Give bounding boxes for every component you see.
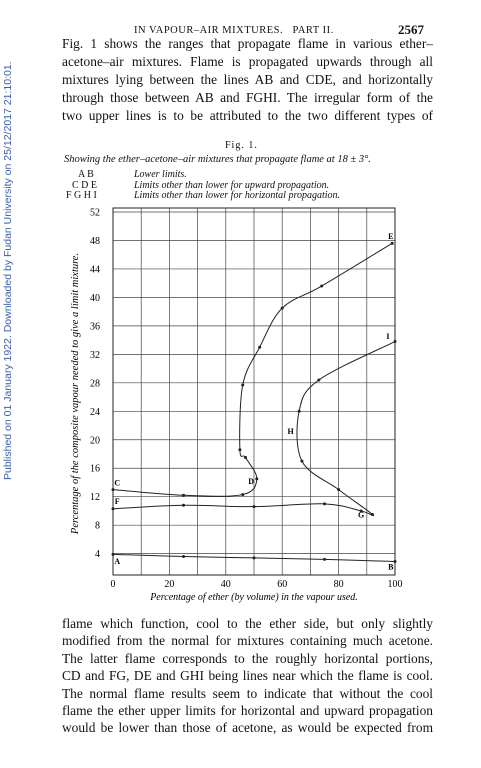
series-line (112, 242, 393, 497)
data-point (337, 488, 341, 492)
data-point (258, 345, 262, 349)
y-tick-label: 40 (90, 293, 100, 304)
y-axis-title: Percentage of the composite vapour neede… (70, 253, 81, 535)
x-tick-label: 100 (388, 579, 403, 590)
y-tick-label: 24 (90, 407, 100, 418)
y-tick-label: 20 (90, 435, 100, 446)
text-line: flame the ether upper limits for horizon… (62, 703, 433, 718)
data-point (320, 284, 324, 288)
x-tick-label: 20 (164, 579, 174, 590)
data-point (244, 456, 248, 460)
y-tick-label: 32 (90, 350, 100, 361)
text-line: CD and FG, DE and GHI being lines near w… (62, 668, 433, 684)
y-tick-label: 52 (90, 208, 100, 219)
data-point (370, 513, 374, 516)
figure-label: Fig. 1. (225, 140, 258, 151)
data-point (323, 557, 326, 561)
plot-frame (112, 207, 396, 576)
y-tick-label: 44 (90, 264, 100, 275)
figure-caption: Showing the ether–acetone–air mixtures t… (64, 154, 371, 165)
y-tick-label: 36 (90, 321, 100, 332)
data-point (252, 556, 256, 560)
data-point (241, 493, 245, 497)
y-tick-label: 8 (95, 521, 100, 532)
curve-letter: B (388, 562, 394, 571)
curve-letter: E (388, 232, 393, 241)
text-line: two upper lines is to be attributed to t… (62, 108, 433, 123)
data-point (182, 554, 185, 558)
curve-letter: H (288, 427, 295, 436)
curve-letter: G (358, 511, 364, 520)
data-point (111, 552, 115, 556)
data-point (238, 448, 242, 452)
data-point (111, 488, 115, 492)
y-tick-label: 4 (95, 549, 100, 560)
data-point (393, 559, 397, 563)
data-point (300, 459, 304, 463)
data-point (255, 477, 259, 481)
text-line: through those between AB and FGHI. The i… (62, 90, 433, 105)
text-line: The normal flame results seem to indicat… (62, 685, 433, 701)
data-point (280, 306, 284, 310)
data-point (393, 340, 397, 344)
data-point (359, 509, 363, 513)
key-letters: F G H I (66, 190, 97, 201)
y-tick-label: 16 (90, 464, 100, 475)
data-point (252, 505, 256, 509)
text-line: acetone–air mixtures. Flame is propagate… (62, 54, 433, 69)
data-point (323, 502, 326, 506)
x-tick-label: 60 (277, 579, 287, 590)
data-point (390, 241, 394, 245)
text-line: would be lower than those of acetone, as… (62, 720, 433, 736)
key-text: Limits other than lower for upward propa… (134, 179, 330, 191)
curve-letter: F (115, 497, 120, 506)
y-tick-label: 48 (90, 236, 100, 247)
curve-letter: I (386, 332, 389, 341)
data-point (241, 383, 245, 387)
x-axis-title: Percentage of ether (by volume) in the v… (149, 592, 358, 603)
text-line: mixtures lying between the lines AB and … (62, 72, 433, 87)
key-letters: C D E (72, 179, 97, 191)
text-line: Fig. 1 shows the ranges that propagate f… (62, 36, 433, 51)
data-point (182, 493, 185, 497)
key-text: Limits other than lower for horizontal p… (134, 190, 341, 201)
key-letters: A B (78, 169, 94, 180)
data-point (111, 507, 115, 511)
running-title: IN VAPOUR–AIR MIXTURES. PART II. (134, 25, 334, 36)
curve-letter: C (114, 478, 120, 487)
curve-letter: A (114, 557, 120, 566)
text-line: The latter flame corresponds to the roug… (62, 650, 433, 666)
text-line: flame which function, cool to the ether … (62, 616, 433, 631)
curve-letter: D (248, 477, 254, 486)
x-tick-label: 40 (221, 579, 231, 590)
page-number: 2567 (398, 22, 424, 37)
data-point (317, 378, 321, 382)
x-tick-label: 0 (111, 579, 116, 590)
text-line: modified from the normal for mixtures co… (62, 633, 433, 649)
x-tick-label: 80 (334, 579, 344, 590)
y-tick-label: 12 (90, 492, 100, 503)
data-point (297, 409, 301, 413)
data-point (182, 503, 185, 507)
y-tick-label: 28 (90, 378, 100, 389)
key-text: Lower limits. (134, 169, 187, 180)
